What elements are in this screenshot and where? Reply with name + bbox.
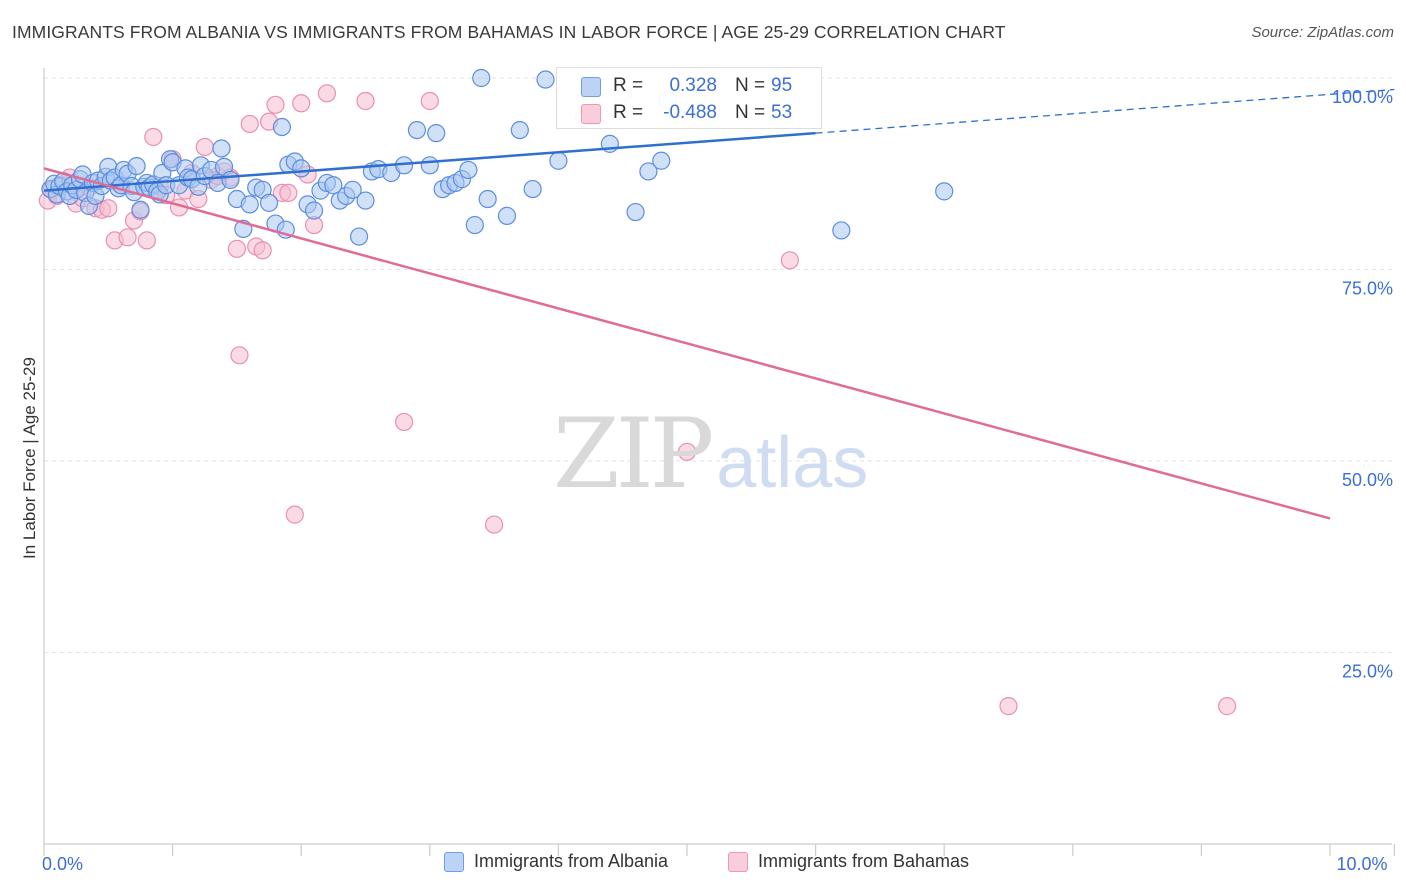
albania-point	[427, 124, 446, 143]
albania-point	[324, 176, 343, 195]
bahamas-point	[266, 95, 285, 114]
albania-point	[497, 206, 517, 225]
bahamas-n-value: 53	[771, 102, 793, 123]
bahamas-point	[144, 127, 163, 147]
albania-point	[935, 182, 954, 201]
y-tick-label: 100.0%	[1332, 87, 1393, 107]
bahamas-point	[227, 239, 246, 258]
bahamas-point	[118, 228, 137, 247]
albania-point	[272, 117, 292, 137]
albania-point	[472, 68, 491, 88]
albania-swatch	[581, 77, 601, 97]
albania-point	[832, 221, 851, 240]
y-tick-label: 25.0%	[1342, 662, 1393, 682]
bahamas-point	[279, 183, 298, 202]
legend-swatch-albania	[444, 851, 464, 872]
bahamas-point	[485, 515, 504, 534]
albania-point	[478, 189, 497, 209]
bahamas-point	[394, 412, 414, 432]
bahamas-point	[240, 114, 259, 134]
albania-point	[465, 215, 484, 235]
albania-trend-line	[43, 131, 816, 192]
grid-layer	[44, 77, 1392, 653]
albania-point	[259, 193, 279, 212]
bahamas-point	[317, 84, 337, 103]
bahamas-point	[780, 251, 799, 270]
bahamas-point	[195, 137, 214, 157]
tick-labels: 25.0% 50.0% 75.0% 100.0% 0.0% 10.0%	[42, 87, 1393, 874]
albania-point	[652, 151, 671, 170]
stats-legend: R = 0.328 N = 95 R = -0.488 N = 53	[556, 67, 822, 129]
bahamas-trend-line	[43, 167, 1331, 520]
y-tick-label: 50.0%	[1342, 470, 1393, 490]
stats-row-albania: R = 0.328 N = 95	[557, 75, 821, 99]
albania-point	[292, 159, 311, 178]
bahamas-point	[137, 231, 156, 250]
legend-item-bahamas[interactable]: Immigrants from Bahamas	[728, 851, 969, 872]
bahamas-point	[677, 442, 697, 461]
albania-r-value: 0.328	[669, 75, 717, 96]
albania-point	[459, 160, 478, 180]
bahamas-point	[1218, 697, 1237, 716]
bahamas-swatch	[581, 104, 601, 124]
albania-point	[420, 156, 439, 175]
bahamas-point	[99, 199, 118, 218]
albania-point	[639, 162, 658, 181]
bottom-legend: Immigrants from Albania Immigrants from …	[0, 851, 1406, 879]
legend-label-bahamas: Immigrants from Bahamas	[758, 851, 970, 871]
albania-point	[549, 151, 568, 170]
axis-layer	[43, 68, 1395, 856]
legend-swatch-bahamas	[728, 851, 748, 872]
bahamas-point	[230, 346, 249, 365]
bahamas-point	[285, 505, 304, 524]
albania-point	[131, 200, 150, 219]
stats-row-bahamas: R = -0.488 N = 53	[557, 102, 821, 126]
legend-item-albania[interactable]: Immigrants from Albania	[444, 851, 668, 872]
chart-title: IMMIGRANTS FROM ALBANIA VS IMMIGRANTS FR…	[12, 22, 1006, 42]
legend-label-albania: Immigrants from Albania	[474, 851, 669, 871]
trend-lines	[43, 88, 1395, 520]
albania-point	[349, 227, 369, 246]
albania-point	[407, 120, 427, 140]
albania-point	[536, 70, 555, 89]
x-tick-label: 0.0%	[42, 854, 83, 874]
albania-point	[356, 191, 375, 210]
albania-trend-extension	[815, 88, 1395, 134]
bahamas-point	[356, 91, 375, 111]
bahamas-point	[292, 94, 311, 113]
albania-point	[304, 201, 324, 220]
n-label: N =	[735, 75, 766, 96]
r-label: R =	[613, 75, 644, 96]
albania-n-value: 95	[771, 75, 793, 96]
albania-point	[343, 180, 362, 199]
y-axis-title: In Labor Force | Age 25-29	[20, 357, 39, 559]
x-tick-label: 10.0%	[1336, 854, 1387, 874]
chart-source[interactable]: Source: ZipAtlas.com	[1251, 24, 1394, 41]
bahamas-r-value: -0.488	[663, 102, 717, 123]
albania-point	[127, 156, 146, 176]
r-label: R =	[613, 102, 644, 123]
albania-point	[212, 139, 231, 158]
bahamas-point	[420, 91, 439, 111]
n-label: N =	[735, 102, 766, 123]
albania-point	[523, 179, 542, 199]
albania-point	[240, 195, 259, 214]
y-tick-label: 75.0%	[1342, 279, 1393, 299]
albania-point	[510, 120, 529, 140]
bahamas-point	[253, 241, 272, 260]
albania-point	[221, 170, 240, 189]
albania-point	[626, 202, 645, 222]
bahamas-point	[999, 697, 1018, 716]
